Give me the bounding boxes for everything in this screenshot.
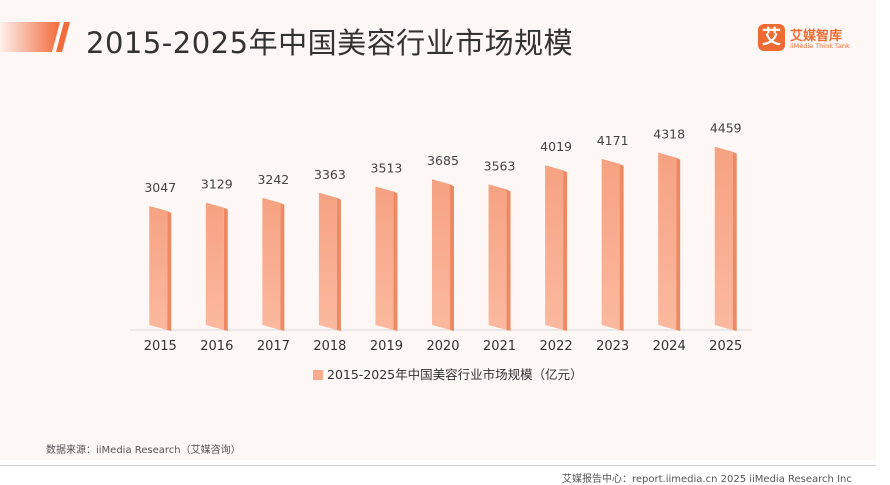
bar-side-2020 bbox=[450, 184, 454, 331]
brand-logo-icon: 艾 bbox=[758, 24, 785, 51]
bar-side-2023 bbox=[619, 163, 624, 331]
legend-swatch bbox=[313, 370, 323, 380]
bar-side-2022 bbox=[563, 170, 568, 331]
value-label-2016: 3129 bbox=[201, 177, 233, 192]
bar-front-2019 bbox=[375, 186, 394, 330]
legend: 2015-2025年中国美容行业市场规模（亿元） bbox=[313, 367, 583, 382]
bar-side-2017 bbox=[280, 202, 285, 331]
value-label-2017: 3242 bbox=[257, 172, 289, 187]
bar-side-2025 bbox=[732, 151, 737, 331]
bar-2024 bbox=[658, 152, 681, 331]
bar-front-2023 bbox=[601, 158, 620, 330]
bar-side-2019 bbox=[393, 191, 398, 331]
x-tick-2019: 2019 bbox=[370, 339, 403, 354]
bar-side-2024 bbox=[676, 157, 681, 331]
bar-2021 bbox=[488, 184, 511, 331]
bar-2017 bbox=[262, 197, 285, 331]
value-label-2015: 3047 bbox=[144, 180, 176, 195]
x-tick-2021: 2021 bbox=[483, 339, 516, 354]
footer-text: 艾媒报告中心：report.iimedia.cn 2025 iiMedia Re… bbox=[562, 474, 852, 485]
value-label-2023: 4171 bbox=[597, 133, 629, 148]
brand-tagline: iiMedia Think Tank bbox=[790, 42, 850, 50]
bar-front-2015 bbox=[149, 206, 168, 330]
x-tick-2015: 2015 bbox=[144, 339, 177, 354]
bar-side-2018 bbox=[336, 197, 341, 331]
bar-front-2025 bbox=[714, 146, 733, 330]
bar-side-2016 bbox=[223, 207, 228, 331]
bar-2018 bbox=[318, 192, 341, 331]
value-label-2022: 4019 bbox=[540, 139, 572, 154]
value-label-2019: 3513 bbox=[371, 160, 403, 175]
value-label-2018: 3363 bbox=[314, 167, 346, 182]
bar-2020 bbox=[432, 179, 454, 331]
bar-2023 bbox=[601, 158, 624, 331]
bar-front-2024 bbox=[658, 152, 677, 330]
x-tick-2024: 2024 bbox=[653, 339, 686, 354]
x-tick-2016: 2016 bbox=[200, 339, 233, 354]
bar-2025 bbox=[714, 146, 737, 331]
bar-2015 bbox=[149, 206, 172, 331]
legend-label: 2015-2025年中国美容行业市场规模（亿元） bbox=[327, 367, 583, 382]
x-tick-2018: 2018 bbox=[313, 339, 346, 354]
x-tick-2020: 2020 bbox=[426, 339, 459, 354]
bar-side-2015 bbox=[167, 211, 172, 331]
source-note: 数据来源：iiMedia Research（艾媒咨询） bbox=[46, 445, 241, 456]
value-label-2025: 4459 bbox=[710, 121, 742, 136]
bar-front-2020 bbox=[432, 179, 450, 330]
value-label-2020: 3685 bbox=[427, 153, 459, 168]
bar-side-2021 bbox=[506, 189, 511, 331]
footer-divider bbox=[0, 465, 876, 466]
bar-2022 bbox=[545, 165, 568, 331]
bar-2019 bbox=[375, 186, 398, 331]
bar-front-2022 bbox=[545, 165, 564, 330]
title-accent-bar bbox=[0, 22, 70, 52]
value-label-2021: 3563 bbox=[484, 158, 516, 173]
bar-front-2016 bbox=[205, 202, 224, 330]
bar-front-2021 bbox=[488, 184, 507, 330]
x-tick-2023: 2023 bbox=[596, 339, 629, 354]
bar-front-2018 bbox=[318, 192, 337, 330]
x-tick-2017: 2017 bbox=[257, 339, 290, 354]
x-tick-2025: 2025 bbox=[709, 339, 742, 354]
bar-chart: 3047 3129 3242 3363 3513 3685 3563 4019 4171 4318… bbox=[130, 121, 752, 382]
value-label-2024: 4318 bbox=[653, 127, 685, 142]
brand-name: 艾媒智库 bbox=[790, 29, 843, 44]
bar-front-2017 bbox=[262, 197, 281, 330]
slide: 2015-2025年中国美容行业市场规模 艾 艾媒智库 iiMedia Thin… bbox=[0, 22, 850, 456]
x-tick-2022: 2022 bbox=[540, 339, 573, 354]
page-title: 2015-2025年中国美容行业市场规模 bbox=[86, 26, 574, 60]
bar-2016 bbox=[205, 202, 228, 331]
